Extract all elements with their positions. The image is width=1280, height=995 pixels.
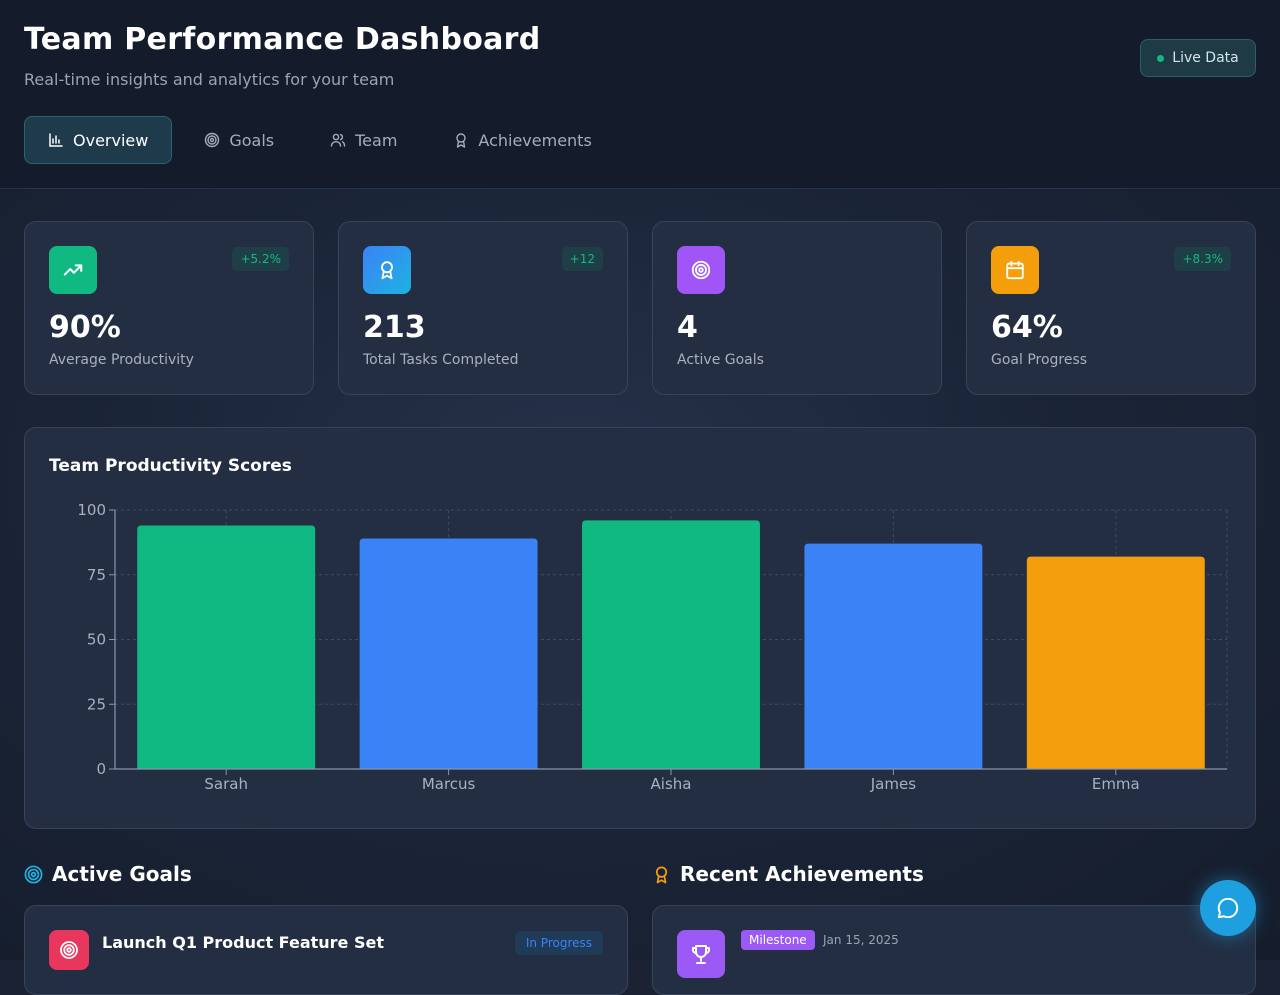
- stat-icon-box: [363, 246, 411, 294]
- section-title-label: Recent Achievements: [680, 862, 924, 886]
- chat-button[interactable]: [1200, 880, 1256, 936]
- goal-icon-box: [49, 930, 89, 970]
- bar-chart-icon: [49, 133, 63, 147]
- stat-icon-box: [991, 246, 1039, 294]
- stat-value: 4: [677, 310, 698, 345]
- stat-card-goals: 4 Active Goals: [652, 221, 942, 395]
- target-icon: [60, 941, 78, 959]
- header: Team Performance Dashboard Real-time ins…: [0, 0, 1280, 189]
- tab-label: Goals: [229, 130, 275, 150]
- tab-bar: Overview Goals Team Achievements: [24, 116, 624, 164]
- stat-label: Active Goals: [677, 352, 764, 368]
- x-tick-label: Sarah: [204, 775, 248, 793]
- goal-status-badge: In Progress: [514, 931, 603, 955]
- recent-achievements-heading: Recent Achievements: [652, 862, 924, 886]
- stat-icon-box: [677, 246, 725, 294]
- tab-label: Achievements: [478, 130, 592, 150]
- tab-label: Team: [355, 130, 398, 150]
- bar-sarah: [137, 525, 316, 769]
- tab-achievements[interactable]: Achievements: [429, 116, 615, 164]
- trophy-icon: [692, 945, 710, 964]
- bar-emma: [1026, 556, 1205, 769]
- stat-label: Goal Progress: [991, 352, 1088, 368]
- calendar-icon: [1006, 260, 1024, 280]
- bar-aisha: [582, 520, 760, 769]
- tab-overview[interactable]: Overview: [24, 116, 173, 164]
- stat-change: +12: [561, 247, 603, 271]
- achievement-card[interactable]: Milestone Jan 15, 2025: [652, 905, 1256, 995]
- stat-value: 64%: [991, 310, 1063, 345]
- goal-title: Launch Q1 Product Feature Set: [102, 933, 384, 952]
- trending-up-icon: [63, 264, 83, 276]
- achievement-type-badge: Milestone: [741, 930, 815, 950]
- x-tick-label: Emma: [1092, 775, 1140, 793]
- target-icon: [205, 132, 220, 148]
- live-dot-icon: [1157, 54, 1165, 62]
- chart-title: Team Productivity Scores: [49, 456, 292, 476]
- tab-goals[interactable]: Goals: [180, 116, 298, 164]
- productivity-chart-panel: Team Productivity Scores 0 25 50 75 100 Sarah…: [24, 427, 1256, 829]
- tab-team[interactable]: Team: [306, 116, 421, 164]
- section-title-label: Active Goals: [52, 862, 192, 886]
- live-data-label: Live Data: [1172, 50, 1239, 66]
- y-tick-label: 75: [87, 566, 106, 584]
- chat-bubble-icon: [1217, 897, 1239, 919]
- y-tick-label: 0: [96, 760, 106, 778]
- stat-value: 90%: [49, 310, 121, 345]
- y-tick-label: 100: [77, 501, 106, 519]
- bar-james: [804, 543, 983, 769]
- y-tick-label: 50: [87, 631, 106, 649]
- productivity-bar-chart: 0 25 50 75 100 Sarah Marcus Aisha James Emma: [77, 501, 1228, 793]
- target-icon: [24, 865, 43, 883]
- stat-value: 213: [363, 310, 426, 345]
- award-icon: [381, 261, 393, 280]
- achievement-icon-box: [677, 930, 725, 978]
- stat-label: Total Tasks Completed: [363, 352, 519, 368]
- active-goals-heading: Active Goals: [24, 862, 192, 886]
- stat-card-goal-progress: +8.3% 64% Goal Progress: [966, 221, 1256, 395]
- x-tick-label: Marcus: [422, 775, 476, 793]
- page-title: Team Performance Dashboard: [24, 22, 541, 57]
- stat-label: Average Productivity: [49, 352, 194, 368]
- award-icon: [456, 133, 467, 148]
- users-icon: [330, 133, 346, 147]
- live-data-badge: Live Data: [1140, 39, 1256, 77]
- bar-marcus: [359, 538, 538, 769]
- page-subtitle: Real-time insights and analytics for you…: [24, 70, 395, 89]
- stat-card-productivity: +5.2% 90% Average Productivity: [24, 221, 314, 395]
- goal-card[interactable]: Launch Q1 Product Feature Set In Progres…: [24, 905, 628, 995]
- stat-card-tasks: +12 213 Total Tasks Completed: [338, 221, 628, 395]
- award-icon: [655, 866, 668, 883]
- target-icon: [691, 260, 711, 280]
- stat-change: +8.3%: [1174, 247, 1231, 271]
- achievement-date: Jan 15, 2025: [823, 933, 899, 947]
- tab-label: Overview: [73, 130, 149, 150]
- stat-icon-box: [49, 246, 97, 294]
- stat-change: +5.2%: [232, 247, 289, 271]
- y-tick-label: 25: [87, 695, 106, 713]
- x-tick-label: Aisha: [651, 775, 692, 793]
- x-tick-label: James: [870, 775, 916, 793]
